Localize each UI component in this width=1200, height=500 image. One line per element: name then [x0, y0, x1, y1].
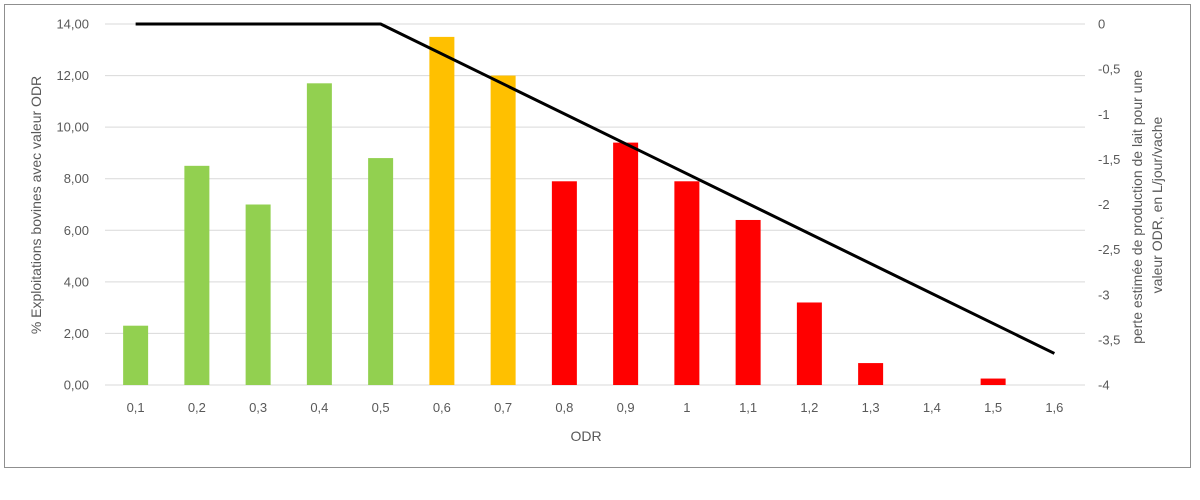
bar	[245, 204, 271, 385]
y2-tick-label: -3,5	[1098, 332, 1120, 347]
bar	[858, 363, 884, 385]
bar	[490, 75, 516, 386]
bar	[796, 302, 822, 385]
x-tick-label: 1,1	[739, 400, 757, 415]
y2-axis-ticks: 0 -0,5 -1 -1,5 -2 -2,5 -3 -3,5 -4	[1098, 17, 1120, 393]
x-tick-label: 1,5	[984, 400, 1002, 415]
y2-axis-title-line2: valeur ODR, en L/jour/vache	[1149, 116, 1165, 293]
y-tick-label: 6,00	[64, 223, 89, 238]
y2-tick-label: -2,5	[1098, 242, 1120, 257]
y2-tick-label: -3	[1098, 287, 1110, 302]
bar	[306, 83, 332, 386]
y2-tick-label: -1,5	[1098, 152, 1120, 167]
y-axis-title: % Exploitations bovines avec valeur ODR	[28, 76, 44, 334]
x-tick-label: 0,1	[127, 400, 145, 415]
y-tick-label: 2,00	[64, 326, 89, 341]
bar	[429, 36, 455, 386]
x-tick-label: 1	[683, 400, 690, 415]
y2-tick-label: -1	[1098, 107, 1110, 122]
x-tick-label: 1,2	[800, 400, 818, 415]
y2-axis-title: perte estimée de production de lait pour…	[1129, 66, 1165, 344]
x-axis-ticks: 0,1 0,2 0,3 0,4 0,5 0,6 0,7 0,8 0,9 1 1,1 1,2 1,3 1,4…	[127, 400, 1064, 415]
x-tick-label: 1,4	[923, 400, 941, 415]
y2-tick-label: 0	[1098, 17, 1105, 32]
x-tick-label: 0,6	[433, 400, 451, 415]
y-tick-label: 8,00	[64, 171, 89, 186]
x-tick-label: 0,4	[310, 400, 328, 415]
bar	[184, 165, 210, 385]
y-tick-label: 4,00	[64, 274, 89, 289]
y-axis-ticks: 0,00 2,00 4,00 6,00 8,00 10,00 12,00 14,00	[56, 17, 89, 393]
x-tick-label: 0,3	[249, 400, 267, 415]
bar	[674, 181, 700, 385]
y-tick-label: 0,00	[64, 378, 89, 393]
bar	[980, 378, 1006, 385]
y-tick-label: 12,00	[56, 68, 89, 83]
x-tick-label: 0,9	[617, 400, 635, 415]
bar	[551, 181, 577, 385]
x-tick-label: 1,6	[1045, 400, 1063, 415]
x-axis-title: ODR	[570, 428, 601, 444]
x-tick-label: 1,3	[862, 400, 880, 415]
bars	[123, 36, 1006, 386]
y2-tick-label: -0,5	[1098, 62, 1120, 77]
x-tick-label: 0,8	[555, 400, 573, 415]
y-tick-label: 10,00	[56, 120, 89, 135]
y2-tick-label: -2	[1098, 197, 1110, 212]
bar	[368, 158, 394, 385]
bar	[735, 219, 761, 385]
x-tick-label: 0,5	[372, 400, 390, 415]
x-tick-label: 0,7	[494, 400, 512, 415]
y2-tick-label: -4	[1098, 378, 1110, 393]
milk-loss-line	[135, 22, 1056, 355]
y2-axis-title-line1: perte estimée de production de lait pour…	[1129, 70, 1145, 344]
bar	[123, 325, 149, 385]
bar	[613, 142, 639, 385]
milk-loss-series-line	[135, 22, 1056, 355]
y-tick-label: 14,00	[56, 17, 89, 32]
x-tick-label: 0,2	[188, 400, 206, 415]
